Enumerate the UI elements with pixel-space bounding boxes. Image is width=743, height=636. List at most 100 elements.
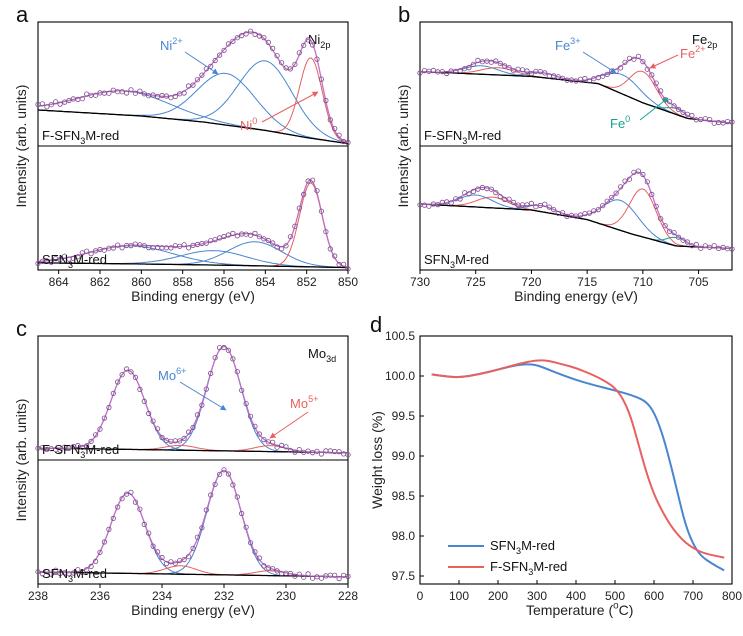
raw-data-point <box>653 80 659 86</box>
raw-data-point <box>270 566 276 572</box>
raw-data-point <box>53 567 59 573</box>
raw-data-point <box>506 196 512 202</box>
raw-data-point <box>163 93 169 99</box>
raw-data-point <box>234 35 240 41</box>
annotation-arrow <box>261 91 319 123</box>
raw-data-point <box>110 245 116 251</box>
background-line <box>38 447 348 454</box>
subpanel-1 <box>35 177 351 272</box>
raw-data-point <box>199 402 205 408</box>
raw-data-point <box>128 87 134 93</box>
raw-data-point <box>93 558 99 565</box>
raw-data-point <box>230 230 236 236</box>
raw-data-point <box>181 556 187 563</box>
raw-data-point <box>305 37 311 43</box>
raw-data-point <box>172 93 178 100</box>
raw-data-point <box>225 471 231 477</box>
raw-data-point <box>274 568 280 574</box>
subpanel-1 <box>417 168 735 252</box>
raw-data-point <box>265 39 271 46</box>
raw-data-point <box>542 201 548 207</box>
raw-data-point <box>225 41 231 47</box>
raw-data-point <box>336 132 342 138</box>
raw-data-point <box>75 442 81 449</box>
raw-data-point <box>115 504 121 510</box>
raw-data-point <box>137 88 143 94</box>
raw-data-point <box>600 203 606 209</box>
x-tick-label: 500 <box>605 589 625 603</box>
raw-data-point <box>635 168 642 174</box>
raw-data-point <box>53 99 59 105</box>
raw-data-point <box>528 200 535 206</box>
raw-data-point <box>609 194 615 200</box>
raw-data-point <box>106 404 112 411</box>
y-axis-label: Intensity (arb. units) <box>13 85 29 208</box>
x-axis-label: Temperature (oC) <box>526 601 633 618</box>
raw-data-point <box>604 71 610 77</box>
peak-annotation: Fe3+ <box>555 36 581 53</box>
raw-data-point <box>426 203 432 209</box>
raw-data-point <box>340 261 347 267</box>
raw-data-point <box>79 96 85 102</box>
raw-data-point <box>640 171 646 178</box>
raw-data-point <box>274 244 280 250</box>
subpanel-1 <box>35 467 351 582</box>
raw-data-point <box>35 260 41 266</box>
raw-data-point <box>675 106 682 112</box>
raw-data-point <box>314 448 320 454</box>
x-tick-label: 730 <box>410 275 430 289</box>
raw-data-point <box>48 259 54 265</box>
raw-data-point <box>243 31 249 37</box>
raw-data-point <box>106 526 112 533</box>
raw-data-point <box>261 436 267 443</box>
raw-data-point <box>93 92 99 98</box>
raw-data-point <box>212 237 218 243</box>
raw-data-point <box>559 75 566 81</box>
x-tick-label: 710 <box>633 275 653 289</box>
sample-label-top: F-SFN3M-red <box>42 128 119 146</box>
raw-data-point <box>84 567 90 573</box>
raw-data-point <box>287 570 293 577</box>
raw-data-point <box>586 78 593 84</box>
background-line <box>37 109 349 145</box>
raw-data-point <box>146 530 152 536</box>
raw-data-point <box>172 560 178 566</box>
tga-panel: d 0 100 200 300 400 500 600 700 800 97.5 98.0 98.5 99… <box>369 312 742 618</box>
raw-data-point <box>88 438 94 444</box>
raw-data-point <box>559 210 566 216</box>
raw-data-point <box>163 560 169 567</box>
background-line <box>38 571 348 578</box>
raw-data-point <box>631 56 637 62</box>
raw-data-point <box>577 212 584 218</box>
raw-data-point <box>510 199 517 205</box>
x-tick-label: 860 <box>131 275 151 289</box>
raw-data-point <box>555 74 561 80</box>
peak-annotation: Fe0 <box>610 114 630 131</box>
raw-data-point <box>225 232 231 238</box>
raw-data-point <box>475 57 481 64</box>
raw-data-point <box>318 451 324 457</box>
raw-data-point <box>48 571 54 577</box>
raw-data-point <box>622 59 628 65</box>
panel-letter: c <box>16 316 27 341</box>
raw-data-point <box>475 186 481 192</box>
raw-data-point <box>75 567 81 573</box>
annotation-arrow <box>582 51 617 74</box>
raw-data-point <box>524 68 530 74</box>
raw-data-point <box>70 570 77 576</box>
raw-data-point <box>177 438 183 444</box>
raw-data-point <box>79 444 85 450</box>
subpanel-0 <box>417 53 735 126</box>
raw-data-point <box>430 67 436 74</box>
raw-data-point <box>417 70 423 76</box>
raw-data-point <box>261 563 267 569</box>
x-tick-label: 0 <box>417 589 424 603</box>
raw-data-point <box>128 369 134 375</box>
raw-data-point <box>689 112 695 119</box>
raw-data-point <box>622 178 628 184</box>
raw-data-point <box>194 77 200 83</box>
raw-data-point <box>252 549 258 555</box>
panel-letter: b <box>398 2 410 27</box>
raw-data-point <box>305 571 311 577</box>
raw-data-point <box>649 72 655 78</box>
